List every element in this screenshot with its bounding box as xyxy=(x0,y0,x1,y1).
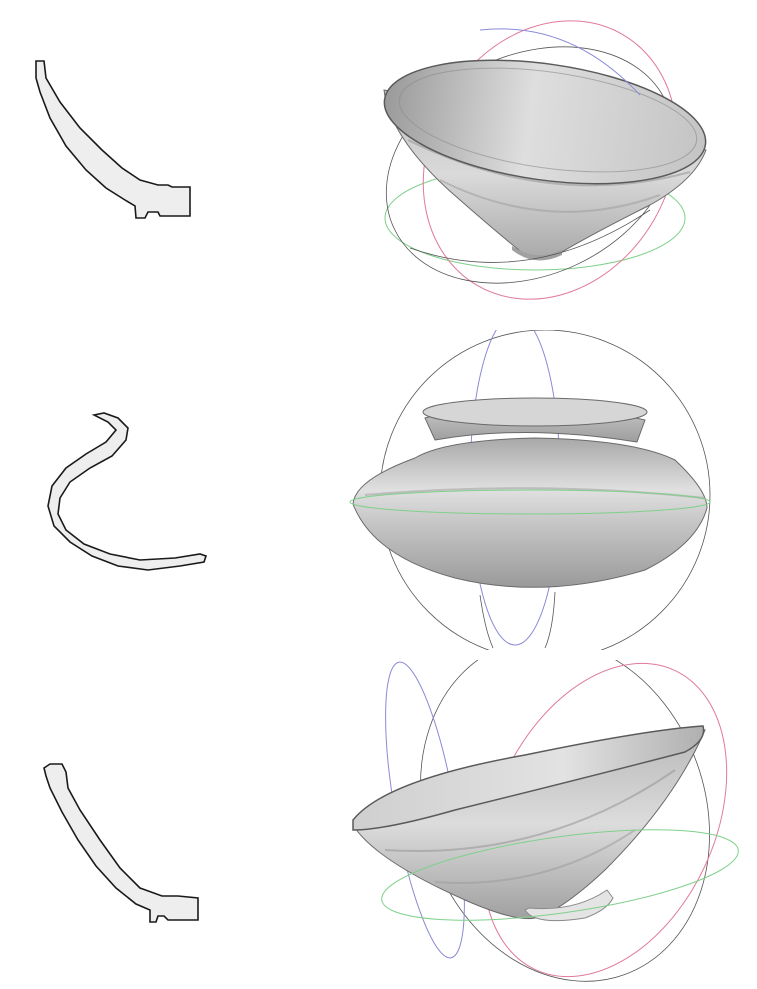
conical-bowl-profile-section-icon xyxy=(43,763,199,923)
vessel-row-2 xyxy=(0,330,757,660)
jar-profile-section-icon xyxy=(47,412,208,571)
bowl-profile-section-icon xyxy=(35,60,191,219)
bowl-3d-render-icon xyxy=(383,20,707,300)
jar-3d-render-icon xyxy=(349,330,711,650)
vessel-row-1 xyxy=(0,0,757,330)
conical-bowl-3d-render-icon xyxy=(352,660,739,982)
vessel-row-3 xyxy=(0,660,757,989)
